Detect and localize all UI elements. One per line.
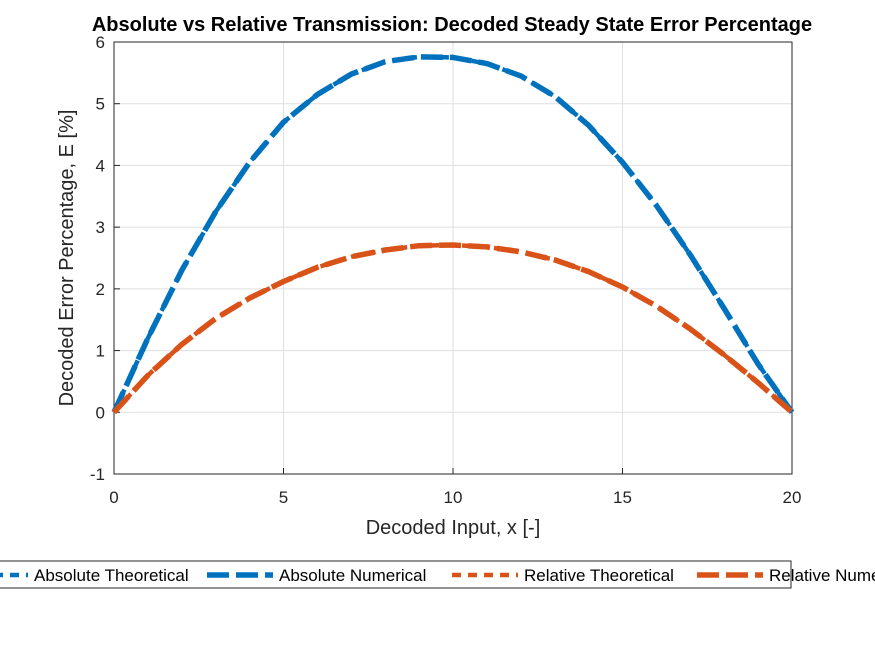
- y-tick-label: 6: [96, 33, 105, 52]
- x-axis-ticks: 0 5 10 15 20: [109, 468, 801, 507]
- y-tick-label: 1: [96, 342, 105, 361]
- legend-label-1: Absolute Theoretical: [34, 566, 189, 585]
- legend-label-2: Absolute Numerical: [279, 566, 426, 585]
- y-tick-label: 3: [96, 218, 105, 237]
- chart-title: Absolute vs Relative Transmission: Decod…: [92, 14, 812, 36]
- legend-box: [0, 560, 792, 589]
- x-tick-label: 10: [444, 488, 463, 507]
- series-line-2: [111, 54, 795, 414]
- x-tick-label: 5: [279, 488, 288, 507]
- y-tick-label: 4: [96, 156, 105, 175]
- x-axis-label: Decoded Input, x [-]: [366, 517, 541, 539]
- y-tick-label: -1: [90, 465, 105, 484]
- legend-label-4: Relative Numerical: [769, 566, 875, 585]
- y-tick-label: 0: [96, 403, 105, 422]
- y-tick-label: 5: [96, 95, 105, 114]
- y-axis-label: Decoded Error Percentage, E [%]: [56, 110, 78, 407]
- series-lines: [111, 54, 795, 415]
- x-tick-label: 0: [109, 488, 118, 507]
- series-line-4: [111, 242, 794, 415]
- y-axis-ticks: -1 0 1 2 3 4 5 6: [90, 33, 120, 484]
- legend-label-3: Relative Theoretical: [524, 566, 674, 585]
- legend: Absolute Theoretical Absolute Numerical Re…: [0, 560, 875, 589]
- x-tick-label: 20: [783, 488, 802, 507]
- y-tick-label: 2: [96, 280, 105, 299]
- x-tick-label: 15: [613, 488, 632, 507]
